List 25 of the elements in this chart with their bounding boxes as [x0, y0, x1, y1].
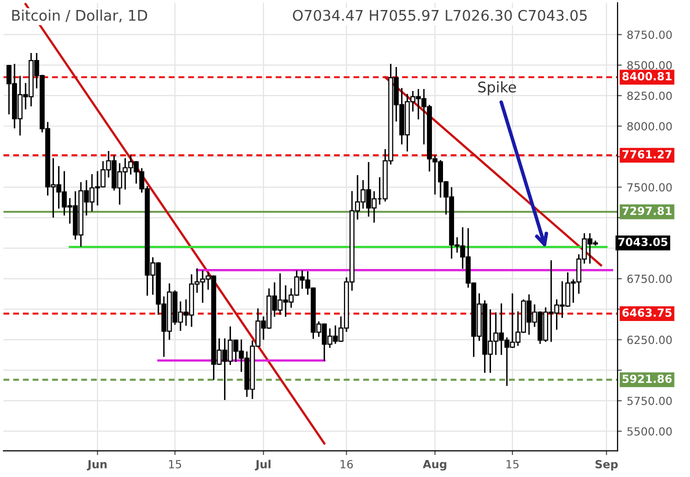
annotation: 7043.05: [618, 238, 668, 246]
y-tick-label: 8250.00: [627, 92, 672, 100]
y-tick-label: 5500.00: [627, 427, 672, 436]
y-tick-label: 8000.00: [627, 122, 672, 131]
annotation: Spike: [478, 81, 516, 96]
x-tick-label: 15: [169, 460, 182, 468]
ref-line-label: 6463.75: [622, 308, 672, 317]
y-tick-label: 5750.00: [627, 396, 672, 406]
x-tick-label: 16: [340, 460, 353, 468]
x-tick-label: Sep: [596, 460, 618, 471]
y-tick-label: 8500.00: [627, 61, 672, 70]
ref-line-label: 7761.27: [622, 150, 672, 158]
chart-title: Bitcoin / Dollar, 1D: [12, 10, 148, 22]
y-tick-label: 6750.00: [627, 274, 672, 284]
x-tick-label: Aug: [422, 460, 446, 471]
x-tick-label: Jul: [254, 460, 270, 470]
ref-line-label: 5921.86: [622, 374, 672, 383]
x-tick-label: Jun: [86, 460, 107, 470]
chart-subtitle: O7034.47 H7055.97 L7026.30 C7043.05: [292, 10, 587, 21]
x-tick-label: 15: [506, 460, 519, 468]
y-tick-label: 6250.00: [627, 336, 672, 344]
y-tick-label: 8750.00: [627, 30, 672, 39]
ref-line-label: 8400.81: [622, 72, 672, 80]
y-tick-label: 7500.00: [627, 183, 672, 192]
ref-line-label: 7297.81: [622, 206, 672, 216]
